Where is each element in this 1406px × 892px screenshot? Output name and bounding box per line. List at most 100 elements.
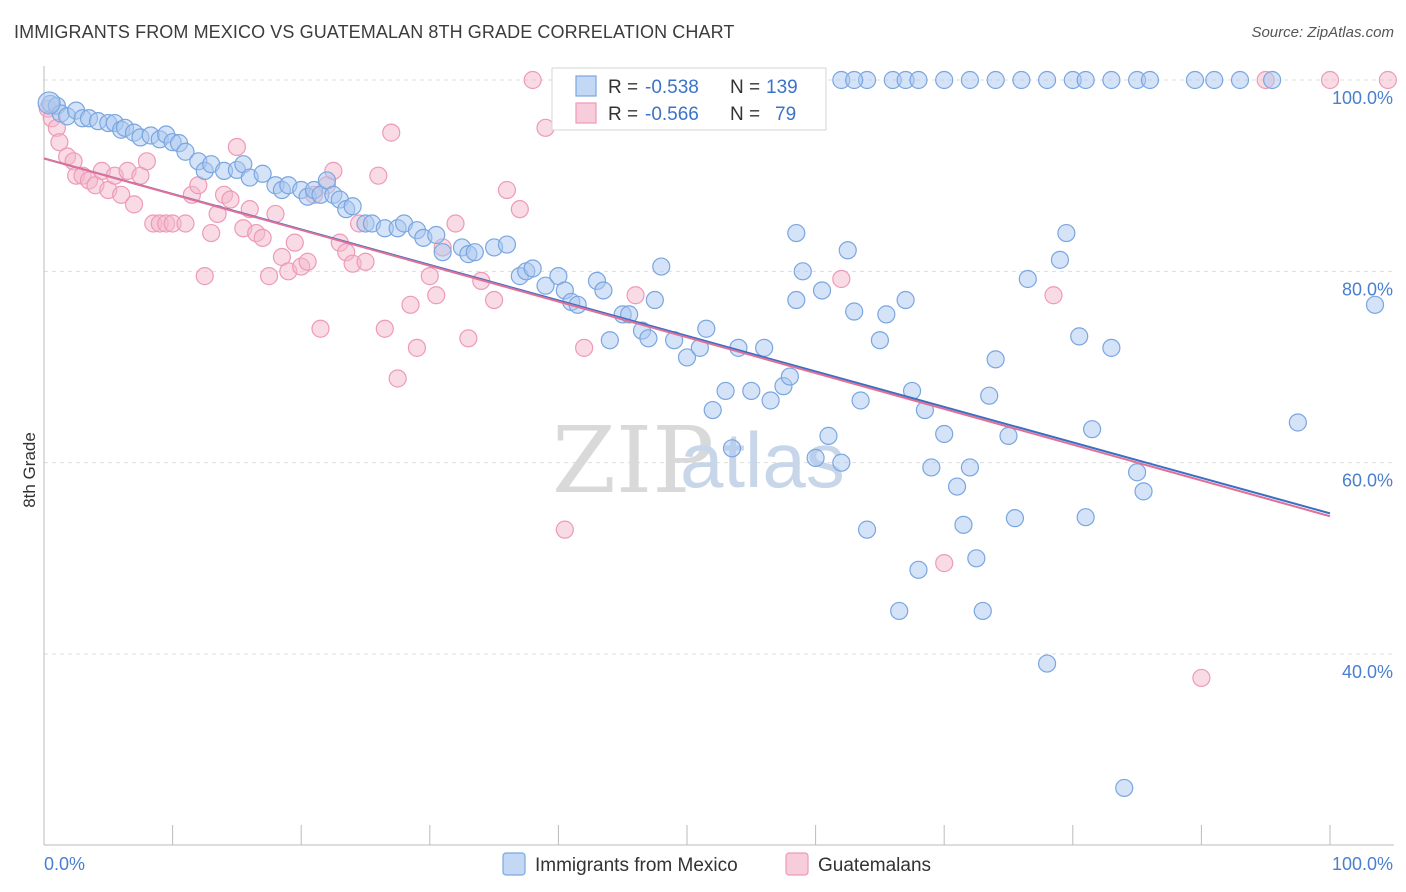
mexico-point-86 <box>806 448 825 467</box>
mexico-point-126 <box>1263 70 1282 90</box>
legend-r-value-mexico: -0.538 <box>645 77 699 98</box>
mexico-point-84 <box>787 290 806 310</box>
mexico-point-48 <box>433 243 452 262</box>
mexico-point-85 <box>793 262 812 281</box>
mexico-point-69 <box>645 290 664 310</box>
guatemalans-point-26 <box>202 223 221 243</box>
legend-swatch-immigrants-from-mexico <box>502 852 526 876</box>
mexico-point-101 <box>922 458 941 477</box>
guatemalans-point-41 <box>298 252 317 271</box>
guatemalans-point-58 <box>427 286 446 305</box>
guatemalans-point-75 <box>1192 668 1211 688</box>
mexico-point-96 <box>890 601 909 621</box>
mexico-point-80 <box>755 338 774 357</box>
guatemalans-point-13 <box>112 185 131 204</box>
mexico-point-74 <box>697 319 716 338</box>
mexico-point-27 <box>253 164 272 183</box>
legend-n-label-mexico: N = <box>730 77 760 98</box>
mexico-point-89 <box>832 453 851 472</box>
guatemalans-point-54 <box>388 369 407 388</box>
mexico-point-105 <box>960 458 980 477</box>
mexico-point-53 <box>497 235 517 254</box>
mexico-point-156 <box>845 70 864 90</box>
guatemalans-point-30 <box>227 137 246 157</box>
guatemalans-point-34 <box>253 228 272 247</box>
mexico-point-51 <box>465 243 484 262</box>
mexico-point-150 <box>787 223 806 243</box>
tick-labels: 40.0% 60.0% 80.0% 100.0% 0.0% 100.0% <box>44 88 1393 874</box>
legend-frame <box>551 67 827 131</box>
mexico-point-92 <box>851 391 870 410</box>
y-axis-label: 8th Grade <box>20 432 39 508</box>
mexico-point-158 <box>1140 70 1160 90</box>
mexico-point-149 <box>1102 70 1121 90</box>
mexico-point-122 <box>1134 482 1153 501</box>
mexico-point-124 <box>1205 70 1224 90</box>
mexico-point-115 <box>1057 223 1076 243</box>
mexico-point-83 <box>780 367 799 386</box>
mexico-point-106 <box>967 549 986 568</box>
legend-n-value-guatemalans: 79 <box>775 104 796 125</box>
mexico-point-127 <box>1288 413 1307 432</box>
correlation-legend: R = -0.538 N = 139 R = -0.566 N = 79 <box>551 67 827 131</box>
guatemalans-point-77 <box>1320 70 1340 90</box>
mexico-point-104 <box>954 515 973 534</box>
guatemalans-point-73 <box>935 554 954 573</box>
mexico-point-57 <box>536 276 555 295</box>
mexico-point-121 <box>1127 463 1147 482</box>
x-tick-label-0: 0.0% <box>44 854 85 874</box>
mexico-point-123 <box>1185 70 1205 90</box>
mexico-point-113 <box>1037 654 1057 673</box>
guatemalans-point-53 <box>382 123 401 142</box>
legend-label-immigrants-from-mexico: Immigrants from Mexico <box>535 855 738 876</box>
mexico-point-154 <box>1037 70 1057 90</box>
source-credit: Source: ZipAtlas.com <box>1251 24 1394 41</box>
mexico-point-118 <box>1082 420 1102 439</box>
x-tick-label-1: 100.0% <box>1332 854 1393 874</box>
mexico-point-75 <box>703 400 722 420</box>
mexico-point-63 <box>594 281 613 300</box>
legend-n-value-mexico: 139 <box>766 77 798 98</box>
guatemalans-point-55 <box>401 295 420 314</box>
mexico-point-110 <box>999 426 1018 445</box>
guatemalans-point-64 <box>497 180 517 200</box>
y-tick-label-3: 100.0% <box>1332 88 1393 108</box>
guatemalans-point-35 <box>259 267 279 286</box>
mexico-point-128 <box>1365 295 1385 314</box>
watermark: ZIP atlas <box>552 407 845 514</box>
mexico-point-157 <box>986 70 1005 90</box>
mexico-point-87 <box>812 281 832 300</box>
guatemalans-point-52 <box>375 319 394 338</box>
guatemalans-point-74 <box>1044 286 1063 305</box>
legend-swatch-mexico <box>575 75 597 97</box>
mexico-point-68 <box>639 329 658 348</box>
legend-swatch-guatemalans <box>575 102 597 124</box>
y-tick-label-2: 80.0% <box>1342 279 1393 299</box>
guatemalans-point-56 <box>407 338 427 357</box>
watermark-zip: ZIP <box>552 407 714 514</box>
legend-label-guatemalans: Guatemalans <box>818 855 931 876</box>
guatemalans-point-43 <box>311 319 330 338</box>
legend-r-label-guatemalans: R = <box>608 104 638 125</box>
legend-swatch-guatemalans <box>785 852 809 876</box>
mexico-point-112 <box>1018 269 1037 289</box>
mexico-point-79 <box>742 381 761 401</box>
mexico-point-39 <box>343 197 362 216</box>
guatemalans-point-17 <box>137 152 156 171</box>
mexico-point-90 <box>838 241 857 260</box>
series-mexico-points <box>37 70 1385 798</box>
mexico-point-111 <box>1005 509 1025 528</box>
mexico-point-114 <box>1050 250 1070 269</box>
guatemalans-point-15 <box>124 195 144 214</box>
y-tick-label-1: 60.0% <box>1342 471 1393 491</box>
guatemalans-point-78 <box>1378 70 1397 90</box>
guatemalans-point-66 <box>523 70 542 90</box>
mexico-point-137 <box>935 70 954 90</box>
guatemalans-point-50 <box>356 252 375 271</box>
mexico-point-102 <box>935 424 954 444</box>
legend-r-value-guatemalans: -0.566 <box>645 104 699 125</box>
mexico-point-97 <box>896 290 915 310</box>
guatemalans-point-68 <box>555 520 574 539</box>
legend-r-label-mexico: R = <box>608 77 638 98</box>
